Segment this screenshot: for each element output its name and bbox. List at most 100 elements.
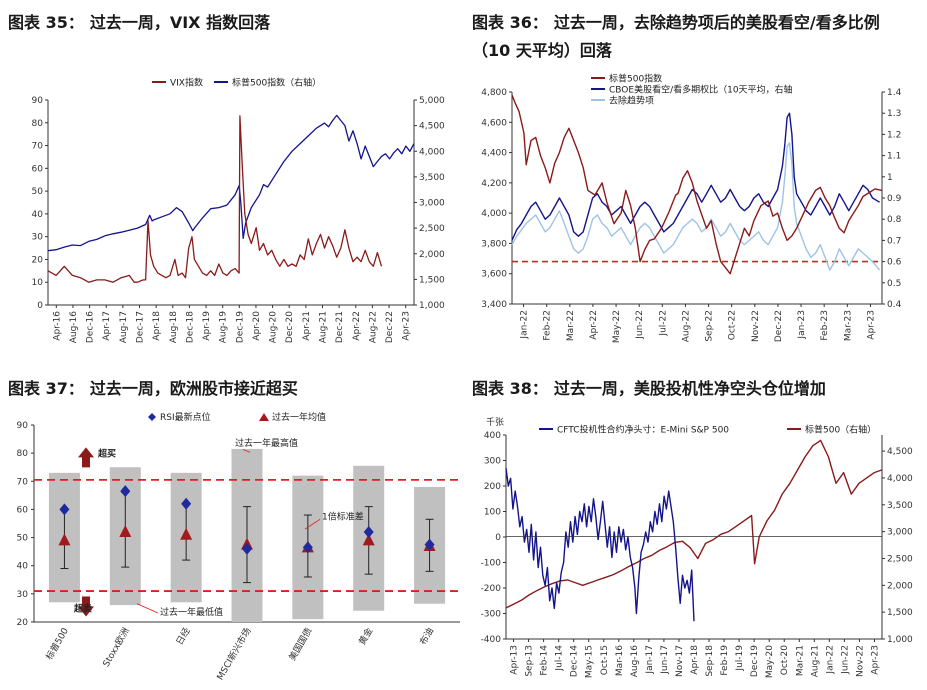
p35-ytick-label: 90	[32, 96, 44, 106]
chart-37-annotation-low-pointer	[136, 603, 159, 614]
chart-37-annotation-std-pointer	[304, 518, 321, 530]
p38-xtick-label: Apr-23	[870, 645, 880, 675]
p36-xtick-label: Apr-23	[866, 310, 876, 340]
chart-37-annotation-high-pointer	[242, 449, 251, 453]
p38-ytick-label: 0	[495, 533, 501, 543]
p35-ytick-label: 40	[32, 210, 44, 220]
p38-xtick-label: May-20	[765, 645, 775, 678]
chart-37-legend-triangle	[259, 413, 269, 421]
p38-ytick-label: 100	[484, 508, 501, 518]
p35-xtick-label: Apr-16	[52, 311, 62, 341]
p36-xtick-label: Oct-22	[728, 310, 738, 340]
chart-37-category-label: MSCI新兴市场	[214, 626, 254, 683]
chart-38-title-text: 过去一周，美股投机性净空头仓位增加	[553, 379, 826, 398]
p38-y2tick-label: 3,500	[887, 501, 913, 511]
chart-37-legend-label-0: RSI最新点位	[160, 411, 211, 423]
chart-35-title-number: 图表 35：	[8, 13, 84, 32]
p38-series-1-line	[505, 439, 883, 609]
chart-37-category-label: 黄金	[356, 626, 375, 648]
chart-38-title: 图表 38： 过去一周，美股投机性净空头仓位增加	[472, 378, 826, 400]
p38-y2tick-label: 4,500	[887, 447, 913, 457]
p38-ytick-label: 400	[484, 431, 501, 441]
p38-xtick-label: Jul-19	[735, 645, 745, 672]
p36-ytick-label: 4,000	[481, 209, 507, 219]
chart-37-mean-marker	[362, 533, 375, 546]
chart-37-ytick-label: 50	[17, 534, 29, 544]
p38-xtick-label: Nov-17	[675, 645, 685, 677]
p36-ytick-label: 4,600	[481, 118, 507, 128]
chart-37-mean-marker	[180, 527, 193, 540]
p36-y2tick-label: 1.1	[887, 152, 901, 162]
p36-y2tick-label: 1.2	[887, 130, 901, 140]
p35-y2tick-label: 3,000	[419, 199, 445, 209]
chart-37-legend-diamond	[148, 413, 156, 421]
p38-xtick-label: Oct-20	[780, 645, 790, 676]
chart-37-rsi-marker	[181, 497, 192, 510]
chart-37-annotation-high: 过去一年最高值	[235, 437, 298, 449]
p35-xtick-label: Aug-16	[69, 311, 79, 344]
p36-xtick-label: Nov-22	[751, 310, 761, 342]
chart-38-title-number: 图表 38：	[472, 379, 548, 398]
p36-xtick-label: Aug-22	[681, 310, 691, 342]
chart-36-put-call: 3,400 3,600 3,800 4,000 4,200 4,400 4,600 4,800…	[481, 73, 902, 344]
chart-37-ytick-label: 80	[17, 449, 29, 459]
p35-y2tick-label: 5,000	[419, 96, 445, 106]
p35-xtick-label: Apr-23	[402, 311, 412, 341]
p38-xtick-label: Jun-17	[660, 645, 670, 675]
p35-ytick-label: 50	[32, 187, 44, 197]
chart-38-unit-label: 千张	[486, 417, 504, 428]
p35-y2tick-label: 4,500	[419, 122, 445, 132]
p38-ytick-label: -300	[481, 610, 502, 620]
p36-legend-label-1: CBOE美股看空/看多期权比（10天平均，右轴	[609, 84, 793, 96]
chart-37-overbought-label: 超买	[97, 447, 116, 459]
chart-38-cftc: -400 -300 -200 -100 0 100 200 300 400 1,000 1,500 2…	[481, 417, 913, 678]
p36-xtick-label: Jan-22	[520, 310, 530, 340]
p38-xtick-label: Aug-21	[810, 645, 820, 677]
chart-37-rsi-marker	[120, 485, 131, 498]
p38-xtick-label: Aug-16	[630, 645, 640, 678]
p36-xtick-label: Mar-22	[566, 310, 576, 341]
p36-y2tick-label: 0.6	[887, 258, 902, 268]
p35-y2tick-label: 1,500	[419, 275, 445, 285]
chart-37-category-label: 标普500	[43, 625, 71, 662]
chart-37-rsi-marker	[363, 525, 374, 538]
chart-36-title: 图表 36： 过去一周，去除趋势项后的美股看空/看多比例	[472, 12, 880, 34]
p38-y2tick-label: 3,000	[887, 528, 913, 538]
p35-xtick-label: Dec-16	[86, 311, 96, 343]
chart-37-overbought-arrow	[78, 447, 94, 468]
chart-37-category-label: 美国国债	[286, 626, 314, 663]
chart-35-title: 图表 35： 过去一周，VIX 指数回落	[8, 12, 270, 34]
chart-36-title-number: 图表 36：	[472, 13, 548, 32]
p36-xtick-label: Jul-22	[658, 310, 668, 337]
p35-xtick-label: Dec-21	[335, 311, 345, 343]
p38-xtick-label: Mar-21	[795, 645, 805, 676]
p35-xtick-label: Apr-20	[252, 311, 262, 341]
p36-xtick-label: Apr-22	[589, 310, 599, 340]
p35-xtick-label: Aug-18	[169, 311, 179, 344]
p35-ytick-label: 0	[37, 301, 43, 311]
p35-xtick-label: Aug-17	[119, 311, 129, 343]
p36-series-2-line	[511, 142, 881, 271]
p36-y2tick-label: 0.8	[887, 215, 902, 225]
chart-37-title-number: 图表 37：	[8, 379, 84, 398]
p38-y2tick-label: 1,500	[887, 608, 913, 618]
chart-37-ytick-label: 40	[17, 562, 29, 572]
chart-35-vix: 0 10 20 30 40 50 60 70 80 90 1,000 1,500 2,000 2,500 3…	[32, 77, 445, 344]
p38-xtick-label: May-15	[585, 645, 595, 678]
chart-36-title-text: 过去一周，去除趋势项后的美股看空/看多比例	[553, 13, 880, 32]
p35-xtick-label: Dec-18	[185, 311, 195, 343]
p36-xtick-label: May-22	[612, 310, 622, 343]
p38-ytick-label: 200	[484, 482, 501, 492]
p38-y2tick-label: 2,500	[887, 554, 913, 564]
chart-37-category-label: 布油	[417, 626, 436, 648]
p38-series-0-line	[505, 468, 695, 622]
p38-ytick-label: 300	[484, 457, 501, 467]
chart-37-category-label: Stoxx欧洲	[100, 626, 132, 669]
chart-37-rsi-marker	[302, 541, 313, 554]
chart-37-rsi-marker	[59, 503, 70, 516]
p35-xtick-label: Dec-22	[385, 311, 395, 343]
p36-y2tick-label: 0.9	[887, 194, 902, 204]
p36-xtick-label: Dec-22	[774, 310, 784, 342]
p36-xtick-label: Feb-22	[543, 310, 553, 341]
p35-ytick-label: 70	[32, 142, 44, 152]
